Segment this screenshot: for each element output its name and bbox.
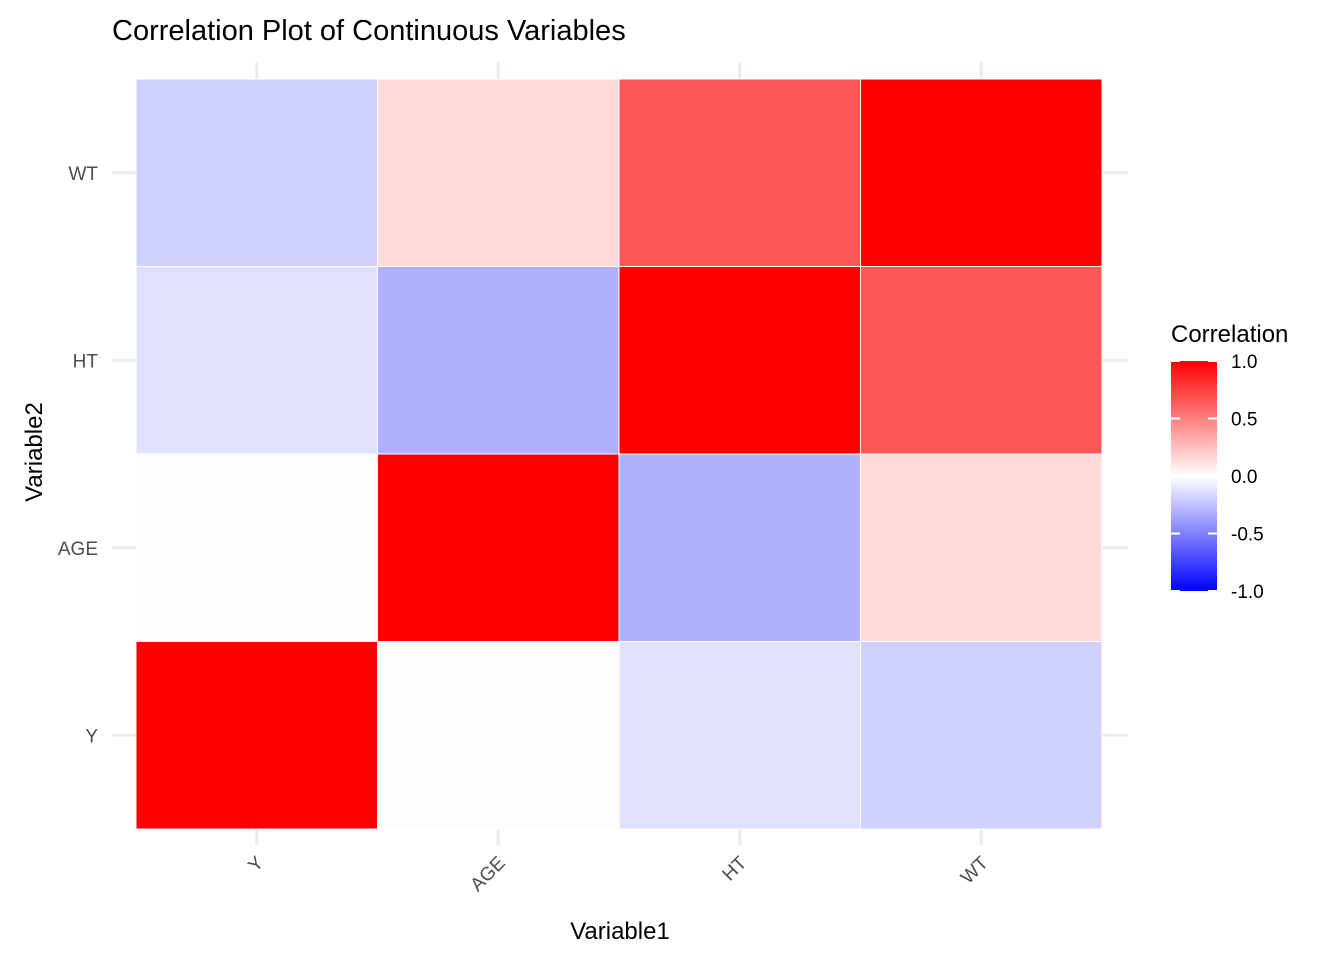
tile-wt-wt [860, 78, 1103, 267]
legend-label: -0.5 [1231, 525, 1264, 546]
tile-age-wt [377, 78, 620, 267]
legend-label: 0.0 [1231, 467, 1257, 488]
tile-wt-ht [860, 266, 1103, 455]
y-tick-label: AGE [58, 539, 98, 560]
tile-ht-age [618, 453, 861, 642]
legend-label: 1.0 [1231, 352, 1257, 373]
legend-title: Correlation [1171, 321, 1288, 348]
legend-label: -1.0 [1231, 582, 1264, 603]
tile-y-wt [135, 78, 378, 267]
heatmap-tiles [135, 78, 1103, 830]
x-tick-label: HT [719, 852, 752, 885]
y-axis-title: Variable2 [21, 402, 48, 502]
tile-ht-wt [618, 78, 861, 267]
legend-ticks: 1.0 0.5 0.0 -0.5 -1.0 [1171, 352, 1264, 603]
y-tick-label: Y [85, 726, 98, 747]
y-tick-label: WT [68, 164, 98, 185]
color-legend: Correlation 1.0 0.5 0.0 -0.5 -1.0 [1171, 321, 1288, 603]
x-tick-label: WT [957, 852, 993, 888]
tile-y-age [135, 453, 378, 642]
tile-age-ht [377, 266, 620, 455]
tile-wt-age [860, 453, 1103, 642]
x-axis-title: Variable1 [570, 918, 670, 945]
x-axis-ticks: Y AGE HT WT [244, 852, 993, 895]
tile-y-ht [135, 266, 378, 455]
tile-y-y [135, 641, 378, 830]
tile-age-age [377, 453, 620, 642]
chart-title: Correlation Plot of Continuous Variables [112, 15, 626, 47]
tile-ht-y [618, 641, 861, 830]
y-axis-ticks: Y AGE HT WT [58, 164, 99, 748]
tile-age-y [377, 641, 620, 830]
tile-wt-y [860, 641, 1103, 830]
legend-label: 0.5 [1231, 410, 1257, 431]
x-tick-label: AGE [467, 853, 510, 896]
x-tick-label: Y [244, 852, 268, 876]
y-tick-label: HT [73, 351, 99, 372]
tile-ht-ht [618, 266, 861, 455]
